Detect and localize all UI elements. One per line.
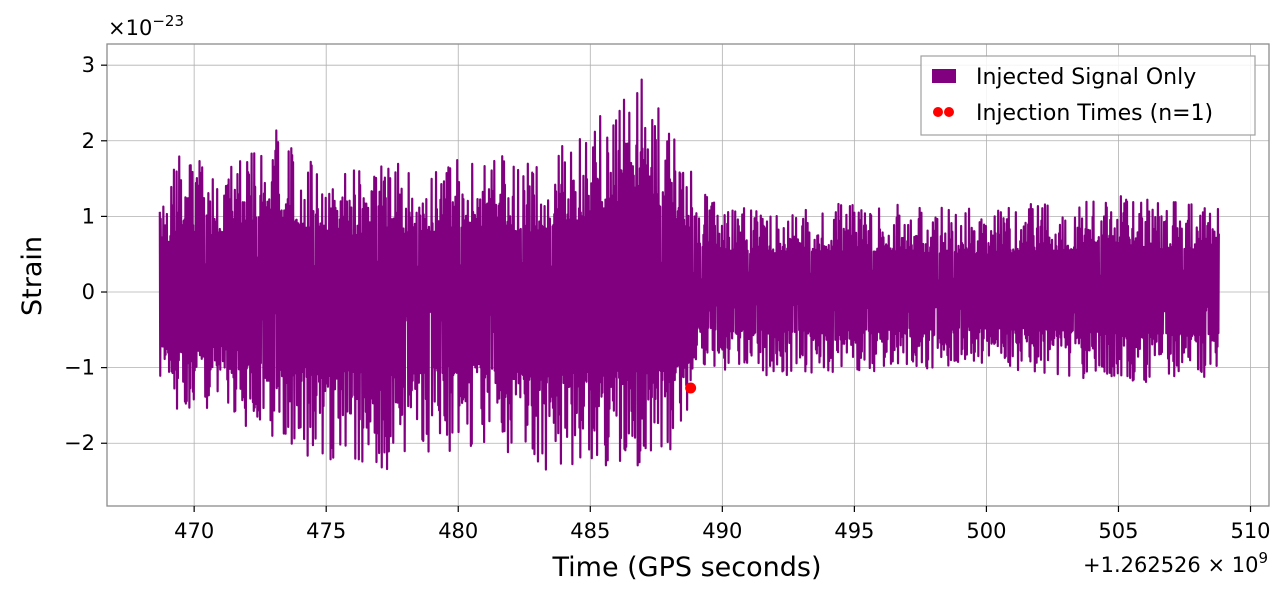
legend-frame — [920, 55, 1256, 136]
series-line-injected-signal — [158, 78, 1220, 471]
y-axis-title: Strain — [17, 236, 48, 316]
x-tick-label: 500 — [966, 519, 1006, 543]
legend-label-injection: Injection Times (n=1) — [976, 101, 1213, 126]
y-tick-label: 3 — [82, 53, 95, 77]
y-scale-label: ×10−23 — [108, 12, 184, 40]
x-offset-label: +1.262526 × 109 — [1083, 549, 1268, 577]
plot-frame — [106, 43, 1270, 507]
ticks: 470 475 480 485 490 495 500 505 510 −2 −1 0 1 2 3 — [64, 53, 1271, 543]
legend-swatch-signal — [932, 69, 956, 83]
y-tick-label: −2 — [64, 431, 95, 455]
y-tick-label: −1 — [64, 356, 95, 380]
legend-marker-injection — [944, 107, 954, 117]
x-tick-label: 475 — [306, 519, 346, 543]
x-tick-label: 490 — [702, 519, 742, 543]
x-tick-label: 495 — [834, 519, 874, 543]
y-tick-label: 2 — [82, 129, 95, 153]
x-tick-label: 485 — [570, 519, 610, 543]
x-tick-label: 510 — [1230, 519, 1270, 543]
y-tick-label: 1 — [82, 204, 95, 228]
x-tick-label: 480 — [438, 519, 478, 543]
legend-label-signal: Injected Signal Only — [976, 65, 1196, 90]
x-tick-label: 505 — [1098, 519, 1138, 543]
legend: Injected Signal Only Injection Times (n=… — [920, 55, 1256, 136]
y-tick-label: 0 — [82, 280, 95, 304]
series-layer — [158, 78, 1220, 471]
injection-time-point — [685, 382, 697, 394]
x-tick-label: 470 — [174, 519, 214, 543]
legend-marker-injection — [933, 107, 943, 117]
x-axis-title: Time (GPS seconds) — [551, 552, 821, 583]
